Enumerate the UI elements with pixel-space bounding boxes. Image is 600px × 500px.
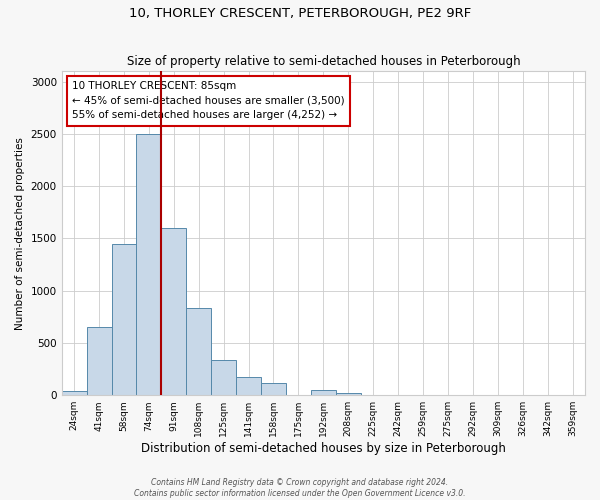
Bar (286, 394, 311, 395)
Bar (161, 228, 186, 395)
Bar (236, 378, 261, 395)
Bar (62, 391, 86, 395)
Bar (86, 327, 112, 395)
Bar (336, 393, 361, 395)
Text: Contains HM Land Registry data © Crown copyright and database right 2024.
Contai: Contains HM Land Registry data © Crown c… (134, 478, 466, 498)
Bar (361, 394, 386, 395)
Text: 10 THORLEY CRESCENT: 85sqm
← 45% of semi-detached houses are smaller (3,500)
55%: 10 THORLEY CRESCENT: 85sqm ← 45% of semi… (72, 81, 345, 120)
Y-axis label: Number of semi-detached properties: Number of semi-detached properties (15, 136, 25, 330)
X-axis label: Distribution of semi-detached houses by size in Peterborough: Distribution of semi-detached houses by … (141, 442, 506, 455)
Title: Size of property relative to semi-detached houses in Peterborough: Size of property relative to semi-detach… (127, 56, 520, 68)
Bar (186, 308, 211, 395)
Bar (112, 244, 136, 395)
Bar (136, 134, 161, 395)
Text: 10, THORLEY CRESCENT, PETERBOROUGH, PE2 9RF: 10, THORLEY CRESCENT, PETERBOROUGH, PE2 … (129, 8, 471, 20)
Bar (261, 382, 286, 395)
Bar (311, 390, 336, 395)
Bar (436, 394, 460, 395)
Bar (211, 360, 236, 395)
